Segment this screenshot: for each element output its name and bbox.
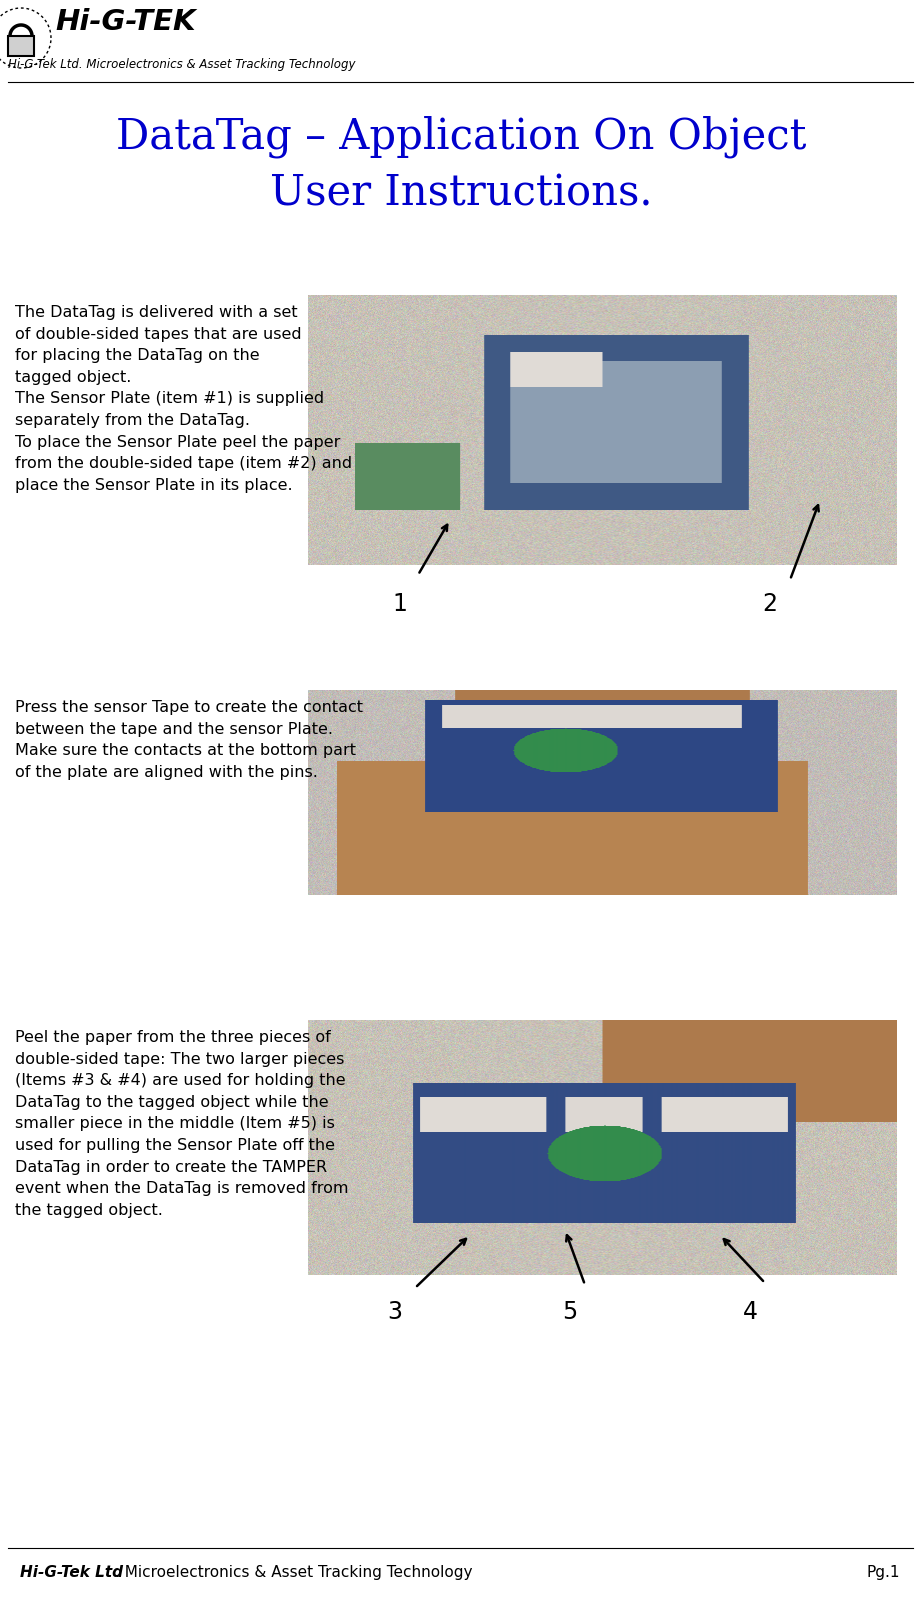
- Text: User Instructions.: User Instructions.: [270, 173, 652, 214]
- Text: Pg.1: Pg.1: [867, 1564, 900, 1580]
- Text: 5: 5: [563, 1301, 577, 1325]
- Text: Hi-G-Tek Ltd. Microelectronics & Asset Tracking Technology: Hi-G-Tek Ltd. Microelectronics & Asset T…: [8, 58, 356, 70]
- Text: . Microelectronics & Asset Tracking Technology: . Microelectronics & Asset Tracking Tech…: [115, 1564, 472, 1580]
- Text: Hi-G-TEK: Hi-G-TEK: [55, 8, 195, 37]
- Text: 3: 3: [388, 1301, 402, 1325]
- Text: Peel the paper from the three pieces of
double-sided tape: The two larger pieces: Peel the paper from the three pieces of …: [15, 1031, 348, 1218]
- Text: DataTag – Application On Object: DataTag – Application On Object: [116, 115, 806, 158]
- Bar: [8, 37, 34, 56]
- Text: Hi-G-Tek Ltd: Hi-G-Tek Ltd: [20, 1564, 123, 1580]
- Text: 4: 4: [742, 1301, 757, 1325]
- Text: Press the sensor Tape to create the contact
between the tape and the sensor Plat: Press the sensor Tape to create the cont…: [15, 700, 363, 780]
- Text: The DataTag is delivered with a set
of double-sided tapes that are used
for plac: The DataTag is delivered with a set of d…: [15, 305, 352, 492]
- Text: 2: 2: [763, 591, 777, 615]
- Text: 1: 1: [392, 591, 407, 615]
